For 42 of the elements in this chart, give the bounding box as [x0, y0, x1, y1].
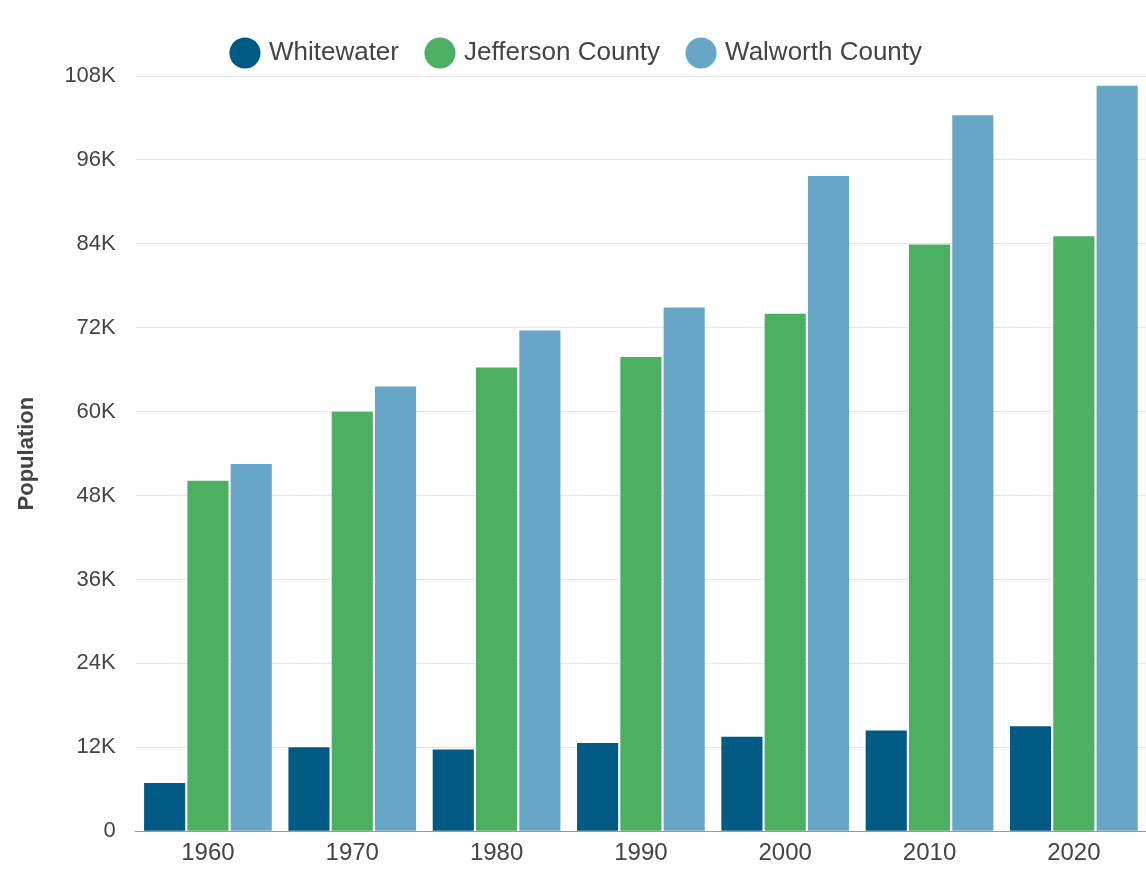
x-tick-label: 2020: [1047, 838, 1101, 866]
bar: [1053, 236, 1095, 831]
legend-label: Walworth County: [725, 36, 923, 67]
x-tick-label: 1990: [614, 838, 668, 866]
bar: [1096, 85, 1138, 831]
y-tick-label: 84K: [76, 229, 117, 255]
y-tick-label: 60K: [76, 397, 117, 423]
bar: [577, 743, 619, 831]
bar: [230, 464, 272, 831]
bar: [331, 411, 373, 831]
bar: [1009, 726, 1052, 831]
bar: [519, 330, 561, 831]
y-tick-label: 96K: [76, 145, 117, 171]
bar: [721, 736, 763, 831]
bar: [288, 747, 330, 831]
bar: [144, 782, 186, 831]
bar: [663, 307, 705, 831]
x-tick-label: 2010: [902, 838, 957, 866]
bar: [374, 386, 417, 831]
y-axis-title: Population: [13, 396, 39, 511]
y-tick-label: 24K: [76, 649, 117, 675]
x-tick-label: 1960: [181, 838, 235, 866]
x-tick-label: 1970: [325, 838, 379, 866]
bar: [476, 367, 518, 831]
bar: [908, 244, 951, 831]
y-tick-label: 0: [103, 817, 116, 843]
y-tick-label: 12K: [76, 733, 117, 759]
bar: [764, 313, 806, 831]
legend-label: Whitewater: [268, 36, 400, 67]
x-tick-label: 1980: [469, 838, 524, 866]
y-tick-label: 36K: [76, 565, 117, 591]
y-tick-label: 48K: [76, 481, 117, 507]
bar: [865, 730, 907, 831]
y-tick-label: 108K: [64, 62, 117, 88]
x-tick-label: 2000: [758, 838, 812, 866]
bar: [807, 175, 850, 831]
bar: [952, 115, 994, 831]
bar: [620, 357, 662, 831]
y-tick-label: 72K: [76, 313, 117, 339]
bar: [432, 749, 474, 831]
legend-label: Jefferson County: [463, 36, 661, 67]
bar: [187, 480, 229, 831]
